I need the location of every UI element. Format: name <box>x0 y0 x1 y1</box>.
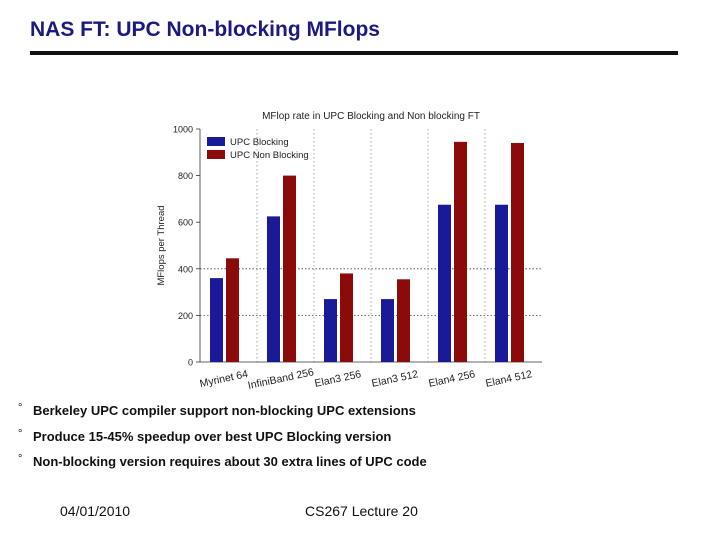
legend-swatch <box>207 137 225 146</box>
bar-blocking <box>495 204 508 362</box>
bar-chart: MFlop rate in UPC Blocking and Non block… <box>145 100 555 400</box>
y-tick-label: 400 <box>178 264 193 274</box>
y-tick-label: 200 <box>178 311 193 321</box>
x-tick-label: Elan4 512 <box>484 368 533 390</box>
y-tick-label: 1000 <box>173 125 193 135</box>
bullet-text: Produce 15-45% speedup over best UPC Blo… <box>33 428 392 444</box>
bullet-item: ° Non-blocking version requires about 30… <box>18 453 698 479</box>
bar-nonblocking <box>454 141 467 362</box>
bar-blocking <box>210 278 223 362</box>
bar-blocking <box>438 204 451 362</box>
footer-lecture: CS267 Lecture 20 <box>305 503 418 519</box>
bullet-item: ° Produce 15-45% speedup over best UPC B… <box>18 428 698 454</box>
bar-blocking <box>267 216 280 362</box>
bar-nonblocking <box>283 175 296 362</box>
bullet-list: ° Berkeley UPC compiler support non-bloc… <box>18 402 698 479</box>
bar-nonblocking <box>340 273 353 362</box>
legend-label: UPC Blocking <box>230 137 289 148</box>
x-tick-label: Elan4 256 <box>427 368 476 390</box>
legend-label: UPC Non Blocking <box>230 150 309 161</box>
bullet-mark: ° <box>18 427 23 440</box>
x-tick-label: InfiniBand 256 <box>247 366 315 392</box>
footer-date: 04/01/2010 <box>60 503 131 519</box>
bullet-mark: ° <box>18 402 23 414</box>
legend-swatch <box>207 150 225 159</box>
bar-blocking <box>381 299 394 362</box>
title-divider <box>30 51 678 55</box>
bullet-text: Non-blocking version requires about 30 e… <box>33 454 427 469</box>
bullet-mark: ° <box>18 453 23 465</box>
bar-nonblocking <box>397 279 410 362</box>
y-tick-label: 0 <box>188 358 193 368</box>
x-tick-label: Elan3 512 <box>370 368 419 390</box>
y-tick-label: 600 <box>178 218 193 228</box>
y-tick-label: 800 <box>178 171 193 181</box>
x-tick-label: Myrinet 64 <box>199 368 250 390</box>
bullet-item: ° Berkeley UPC compiler support non-bloc… <box>18 402 698 428</box>
y-axis-label: MFlops per Thread <box>156 205 167 285</box>
x-tick-label: Elan3 256 <box>313 368 362 390</box>
bar-blocking <box>324 299 337 362</box>
bar-nonblocking <box>226 258 239 362</box>
bar-nonblocking <box>511 142 524 362</box>
chart-title: MFlop rate in UPC Blocking and Non block… <box>262 111 480 122</box>
chart-svg: MFlop rate in UPC Blocking and Non block… <box>156 111 542 392</box>
slide-title: NAS FT: UPC Non-blocking MFlops <box>30 18 380 41</box>
bullet-text: Berkeley UPC compiler support non-blocki… <box>33 403 416 418</box>
